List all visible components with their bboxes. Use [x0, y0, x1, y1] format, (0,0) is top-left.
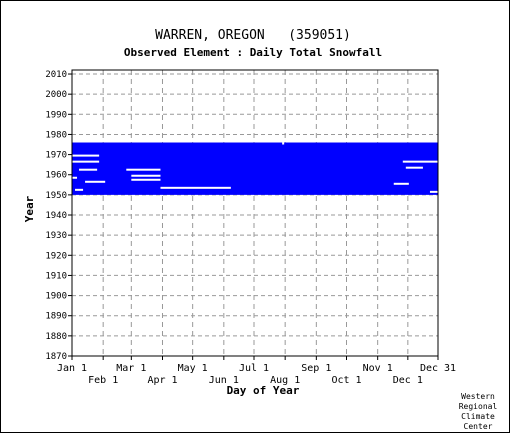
x-tick-label: Jun 1	[209, 375, 239, 386]
credit-line: Center	[464, 422, 493, 431]
y-axis-label: Year	[23, 195, 36, 222]
missing-data-segment	[85, 180, 106, 183]
missing-data-segment	[72, 154, 100, 157]
missing-data-segment	[131, 178, 161, 181]
missing-data-segment	[402, 160, 438, 163]
y-tick-label: 1960	[45, 171, 67, 181]
x-tick-label: Sep 1	[301, 363, 331, 374]
chart-title: WARREN, OREGON (359051)	[155, 28, 351, 43]
missing-data-segment	[75, 188, 84, 191]
y-tick-label: 1870	[45, 352, 67, 362]
credit-line: Climate	[461, 412, 495, 421]
x-tick-label: Apr 1	[147, 375, 177, 386]
x-axis-label: Day of Year	[227, 384, 300, 397]
y-tick-label: 1920	[45, 251, 67, 261]
y-tick-label: 2010	[45, 70, 67, 80]
missing-data-segment	[126, 168, 161, 171]
y-tick-label: 1980	[45, 130, 67, 140]
missing-data-segment	[131, 174, 161, 177]
credit-line: Regional	[459, 402, 498, 411]
x-tick-label: Dec 31	[420, 363, 456, 374]
y-tick-label: 1940	[45, 211, 67, 221]
y-tick-label: 1990	[45, 110, 67, 120]
missing-data-segment	[282, 142, 285, 145]
x-tick-label: Nov 1	[363, 363, 393, 374]
chart-subtitle: Observed Element : Daily Total Snowfall	[124, 46, 382, 59]
missing-data-segment	[72, 176, 78, 179]
y-tick-label: 1930	[45, 231, 67, 241]
y-tick-label: 1900	[45, 292, 67, 302]
y-tick-label: 1970	[45, 151, 67, 161]
credit-line: Western	[461, 392, 495, 401]
x-tick-label: Oct 1	[331, 375, 361, 386]
x-tick-label: Aug 1	[270, 375, 300, 386]
missing-data-segment	[429, 190, 438, 193]
y-tick-label: 1910	[45, 271, 67, 281]
missing-data-segment	[79, 168, 98, 171]
plot-area: 1870 1880 1890 1900 1910 1920 1930 1940 1950 1960…	[45, 69, 456, 386]
y-tick-label: 1880	[45, 332, 67, 342]
x-tick-label: Jan 1	[57, 363, 87, 374]
missing-data-segment	[405, 166, 423, 169]
missing-data-segment	[393, 182, 409, 185]
y-tick-label: 2000	[45, 90, 67, 100]
y-tick-label: 1890	[45, 312, 67, 322]
missing-data-segment	[72, 160, 100, 163]
x-tick-label: Jul 1	[239, 363, 269, 374]
y-tick-label: 1950	[45, 191, 67, 201]
x-tick-label: Feb 1	[88, 375, 118, 386]
x-tick-label: Dec 1	[393, 375, 423, 386]
x-tick-label: May 1	[178, 363, 208, 374]
plot-border	[71, 69, 439, 357]
x-tick-label: Mar 1	[116, 363, 146, 374]
missing-data-segment	[160, 186, 231, 189]
record-block	[72, 142, 438, 195]
